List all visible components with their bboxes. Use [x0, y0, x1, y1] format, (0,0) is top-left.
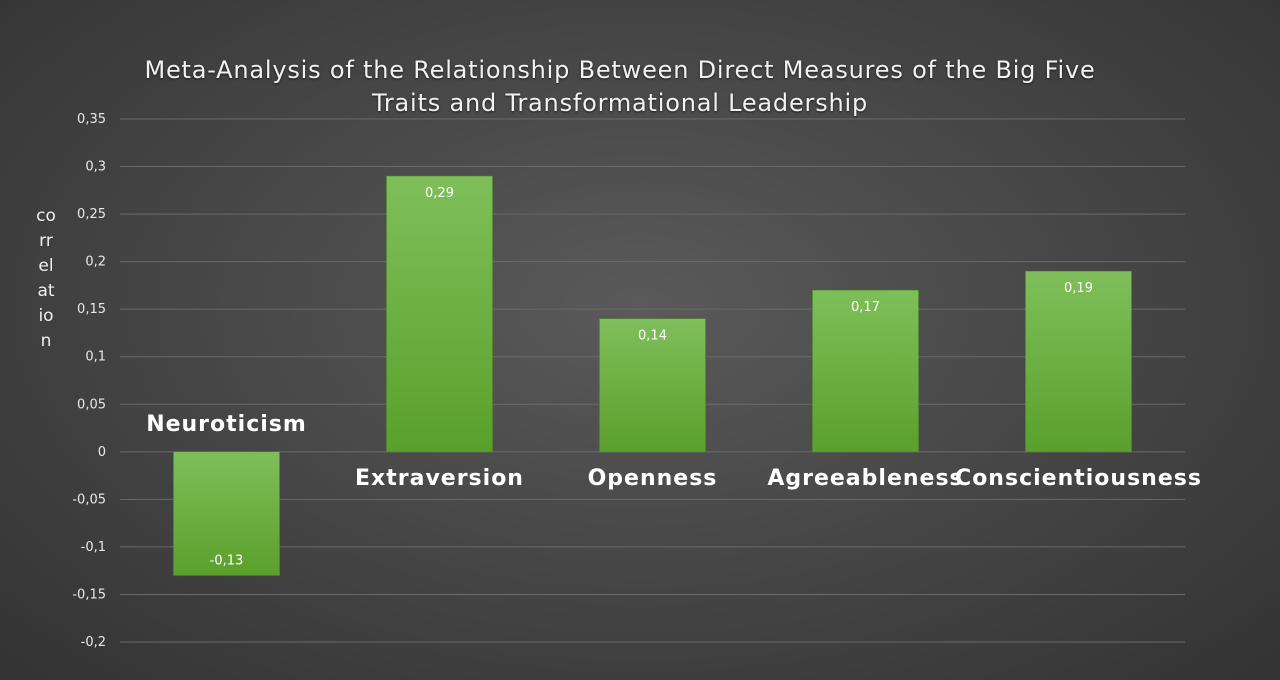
- y-tick-label: -0,15: [72, 587, 106, 602]
- bars: [173, 175, 1132, 576]
- category-label: Agreeableness: [767, 466, 963, 491]
- y-tick-labels: 0,35 0,3 0,25 0,2 0,15 0,1 0,05 0 -0,05 -0,1 -0,15…: [72, 112, 106, 650]
- y-tick-label: 0,1: [85, 350, 106, 365]
- bar-conscientiousness: [1025, 270, 1132, 453]
- category-labels: Neuroticism Extraversion Openness Agreeable…: [146, 412, 1202, 491]
- data-label: -0,13: [210, 553, 244, 568]
- data-labels: -0,13 0,29 0,14 0,17 0,19: [210, 186, 1093, 568]
- y-tick-label: -0,2: [81, 635, 106, 650]
- y-axis-label: correlation: [36, 206, 56, 351]
- y-tick-label: 0,2: [85, 255, 106, 270]
- y-tick-label: 0,3: [85, 160, 106, 175]
- y-tick-label: 0: [98, 445, 106, 460]
- y-tick-label: 0,35: [77, 112, 106, 127]
- y-tick-label: -0,1: [81, 540, 106, 555]
- y-tick-label: 0,15: [77, 302, 106, 317]
- category-label: Extraversion: [355, 466, 524, 491]
- y-tick-label: 0,25: [77, 207, 106, 222]
- data-label: 0,29: [425, 186, 454, 201]
- chart-title: Meta-Analysis of the Relationship Betwee…: [144, 56, 1096, 117]
- category-label: Conscientiousness: [955, 466, 1202, 491]
- bar-neuroticism: [173, 451, 280, 576]
- data-label: 0,19: [1064, 281, 1093, 296]
- data-label: 0,14: [638, 329, 667, 344]
- data-label: 0,17: [851, 300, 880, 315]
- category-label: Neuroticism: [146, 412, 307, 437]
- bar-openness: [599, 318, 706, 453]
- bar-agreeableness: [812, 289, 919, 453]
- y-tick-label: 0,05: [77, 397, 106, 412]
- y-tick-label: -0,05: [72, 492, 106, 507]
- bar-extraversion: [386, 175, 493, 453]
- category-label: Openness: [588, 466, 718, 491]
